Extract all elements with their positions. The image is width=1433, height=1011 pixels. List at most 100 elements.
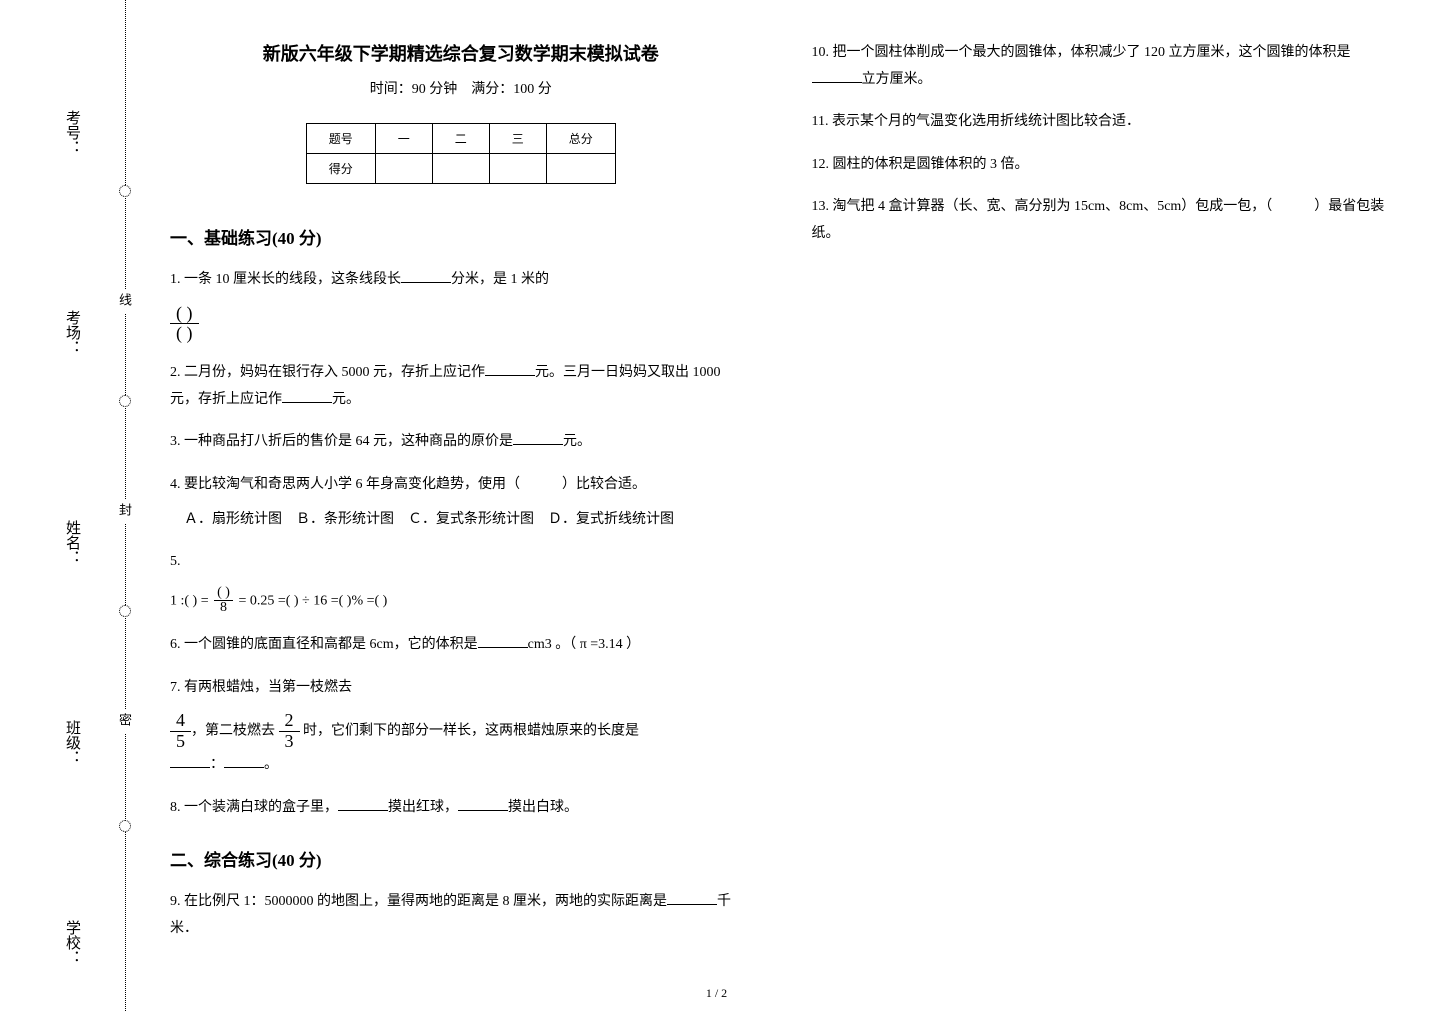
- question-12: 12. 圆柱的体积是圆锥体积的 3 倍。: [812, 152, 1394, 179]
- blank: [667, 890, 717, 905]
- qnum: 7.: [170, 680, 181, 695]
- section-1-title: 一、基础练习(40 分): [170, 224, 752, 249]
- qnum: 6.: [170, 637, 181, 652]
- question-10: 10. 把一个圆柱体削成一个最大的圆锥体，体积减少了 120 立方厘米，这个圆锥…: [812, 40, 1394, 93]
- td: [489, 154, 546, 184]
- section-2-title: 二、综合练习(40 分): [170, 846, 752, 871]
- exam-subtitle: 时间：90 分钟 满分：100 分: [170, 78, 752, 98]
- seal-text: 密: [115, 710, 134, 734]
- qtext: 一种商品打八折后的售价是 64 元，这种商品的原价是: [184, 434, 513, 449]
- qnum: 13.: [812, 199, 830, 214]
- numerator: ( ): [214, 586, 233, 602]
- qtext: 淘气把 4 盒计算器（长、宽、高分别为 15cm、8cm、5cm）包成一包，（ …: [812, 199, 1385, 241]
- blank: [282, 387, 332, 402]
- blank: [458, 795, 508, 810]
- blank: [224, 753, 264, 768]
- numerator: 4: [170, 711, 191, 732]
- qtext: 在比例尺 1：5000000 的地图上，量得两地的距离是 8 厘米，两地的实际距…: [184, 894, 667, 909]
- qtext: 摸出红球，: [388, 800, 458, 815]
- th: 一: [375, 124, 432, 154]
- denominator: 8: [214, 601, 233, 616]
- blank: [338, 795, 388, 810]
- question-4: 4. 要比较淘气和奇思两人小学 6 年身高变化趋势，使用（ ）比较合适。 Ａ．扇…: [170, 472, 752, 533]
- qnum: 12.: [812, 157, 830, 172]
- question-2: 2. 二月份，妈妈在银行存入 5000 元，存折上应记作元。三月一日妈妈又取出 …: [170, 360, 752, 413]
- qnum: 11.: [812, 114, 829, 129]
- qnum: 4.: [170, 477, 181, 492]
- label-kaochang: 考场：: [62, 310, 83, 355]
- qtext: 有两根蜡烛，当第一枝燃去: [184, 680, 352, 695]
- th: 题号: [306, 124, 375, 154]
- td: [432, 154, 489, 184]
- seal-text: 线: [115, 290, 134, 314]
- th: 二: [432, 124, 489, 154]
- fraction: 4 5: [170, 711, 191, 752]
- denominator: 5: [170, 732, 191, 752]
- qtext: 摸出白球。: [508, 800, 578, 815]
- question-8: 8. 一个装满白球的盒子里， 摸出红球， 摸出白球。: [170, 795, 752, 822]
- seal-text: 封: [115, 500, 134, 524]
- qtext: 时，它们剩下的部分一样长，这两根蜡烛原来的长度是: [303, 724, 639, 739]
- qtext: ，第二枝燃去: [191, 724, 275, 739]
- page-number: 1 / 2: [0, 986, 1433, 1001]
- question-3: 3. 一种商品打八折后的售价是 64 元，这种商品的原价是 元。: [170, 429, 752, 456]
- qnum: 5.: [170, 554, 181, 569]
- qtext: ：: [210, 757, 224, 772]
- blank: [812, 67, 862, 82]
- question-6: 6. 一个圆锥的底面直径和高都是 6cm，它的体积是 cm3 。（ π =3.14…: [170, 632, 752, 659]
- question-11: 11. 表示某个月的气温变化选用折线统计图比较合适．: [812, 109, 1394, 136]
- exam-title: 新版六年级下学期精选综合复习数学期末模拟试卷: [170, 40, 752, 66]
- qtext: 把一个圆柱体削成一个最大的圆锥体，体积减少了 120 立方厘米，这个圆锥的体积是: [833, 45, 1351, 60]
- question-7: 7. 有两根蜡烛，当第一枝燃去 4 5 ，第二枝燃去 2 3 时，它们剩下的部分…: [170, 675, 752, 779]
- denominator: ( ): [170, 324, 199, 344]
- table-row: 得分: [306, 154, 615, 184]
- binding-margin: 线 封 密 考号： 考场： 姓名： 班级： 学校：: [0, 0, 140, 1011]
- th: 三: [489, 124, 546, 154]
- question-1: 1. 一条 10 厘米长的线段，这条线段长分米，是 1 米的 ( ) ( ): [170, 267, 752, 344]
- qnum: 9.: [170, 894, 181, 909]
- qnum: 2.: [170, 365, 181, 380]
- numerator: ( ): [170, 304, 199, 325]
- td: 得分: [306, 154, 375, 184]
- fraction: 2 3: [279, 711, 300, 752]
- td: [375, 154, 432, 184]
- blank: [401, 268, 451, 283]
- blank: [485, 361, 535, 376]
- qtext: 二月份，妈妈在银行存入 5000 元，存折上应记作: [184, 365, 485, 380]
- qtext: 立方厘米。: [862, 72, 932, 87]
- qtext: 一条 10 厘米长的线段，这条线段长: [184, 272, 401, 287]
- label-banji: 班级：: [62, 720, 83, 765]
- binding-circle: [119, 395, 131, 407]
- label-kaohao: 考号：: [62, 110, 83, 155]
- qtext: 圆柱的体积是圆锥体积的 3 倍。: [833, 157, 1029, 172]
- table-row: 题号 一 二 三 总分: [306, 124, 615, 154]
- question-13: 13. 淘气把 4 盒计算器（长、宽、高分别为 15cm、8cm、5cm）包成一…: [812, 194, 1394, 247]
- qtext: 分米，是 1 米的: [451, 272, 549, 287]
- qnum: 3.: [170, 434, 181, 449]
- qtext: 。: [264, 757, 278, 772]
- th: 总分: [546, 124, 615, 154]
- blank: [478, 633, 528, 648]
- content-area: 新版六年级下学期精选综合复习数学期末模拟试卷 时间：90 分钟 满分：100 分…: [170, 40, 1393, 971]
- qtext: 一个装满白球的盒子里，: [184, 800, 338, 815]
- qtext: 元。: [332, 392, 360, 407]
- qtext: 一个圆锥的底面直径和高都是 6cm，它的体积是: [184, 637, 478, 652]
- qtext: 元。: [563, 434, 591, 449]
- qtext: 表示某个月的气温变化选用折线统计图比较合适．: [832, 114, 1140, 129]
- question-5: 5. 1 :( ) = ( ) 8 = 0.25 =( ) ÷ 16 =( )%…: [170, 549, 752, 616]
- qtext: cm3 。（ π =3.14 ）: [528, 637, 641, 652]
- qtext: 要比较淘气和奇思两人小学 6 年身高变化趋势，使用（ ）比较合适。: [184, 477, 646, 492]
- label-xingming: 姓名：: [62, 520, 83, 565]
- options: Ａ．扇形统计图 Ｂ．条形统计图 Ｃ．复式条形统计图 Ｄ．复式折线统计图: [170, 507, 752, 534]
- label-xuexiao: 学校：: [62, 920, 83, 965]
- question-9: 9. 在比例尺 1：5000000 的地图上，量得两地的距离是 8 厘米，两地的…: [170, 889, 752, 942]
- binding-circle: [119, 605, 131, 617]
- blank: [170, 753, 210, 768]
- numerator: 2: [279, 711, 300, 732]
- binding-circle: [119, 820, 131, 832]
- qnum: 10.: [812, 45, 830, 60]
- binding-circle: [119, 185, 131, 197]
- qnum: 8.: [170, 800, 181, 815]
- denominator: 3: [279, 732, 300, 752]
- score-table: 题号 一 二 三 总分 得分: [306, 123, 616, 184]
